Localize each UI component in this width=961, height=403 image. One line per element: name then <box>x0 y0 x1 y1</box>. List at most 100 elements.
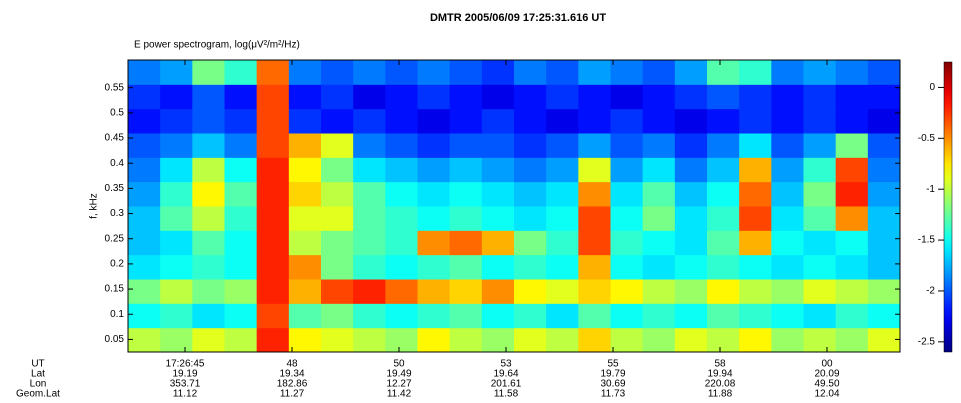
heat-cell <box>482 303 515 328</box>
heat-cell <box>482 84 515 109</box>
y-axis-label: f, kHz <box>89 193 100 219</box>
heat-cell <box>771 84 804 109</box>
heat-cell <box>450 328 483 353</box>
heat-cell <box>257 230 290 255</box>
heat-cell <box>385 255 418 280</box>
heat-cell <box>321 279 354 304</box>
heat-cell <box>321 133 354 158</box>
heat-cell <box>836 60 869 85</box>
heat-cell <box>739 303 772 328</box>
chart-title: DMTR 2005/06/09 17:25:31.616 UT <box>430 12 606 24</box>
heat-cell <box>771 206 804 231</box>
heat-cell <box>578 328 611 353</box>
y-tick-label: 0.55 <box>105 82 125 93</box>
heat-cell <box>450 230 483 255</box>
heat-cell <box>450 255 483 280</box>
heat-cell <box>611 206 644 231</box>
heat-cell <box>192 109 225 134</box>
heat-cell <box>385 60 418 85</box>
heat-cell <box>675 109 708 134</box>
colorbar-tick-label: -2.5 <box>918 336 936 347</box>
heat-cell <box>868 206 901 231</box>
heat-cell <box>578 60 611 85</box>
heat-cell <box>868 303 901 328</box>
heat-cell <box>739 255 772 280</box>
heat-cell <box>578 109 611 134</box>
heat-cell <box>289 255 322 280</box>
heat-cell <box>514 255 547 280</box>
heat-cell <box>578 255 611 280</box>
y-tick-label: 0.15 <box>105 284 125 295</box>
heat-cell <box>353 255 386 280</box>
y-tick-label: 0.1 <box>110 309 124 320</box>
heat-cell <box>514 279 547 304</box>
heat-cell <box>643 109 676 134</box>
heat-cell <box>160 255 193 280</box>
heat-cell <box>771 230 804 255</box>
heat-cell <box>257 328 290 353</box>
heat-cell <box>675 157 708 182</box>
heat-cell <box>836 255 869 280</box>
heat-cell <box>385 328 418 353</box>
heat-cell <box>804 328 837 353</box>
heat-cell <box>321 182 354 207</box>
y-tick-label: 0.2 <box>110 259 124 270</box>
heat-cell <box>160 303 193 328</box>
heat-cell <box>546 255 579 280</box>
heat-cell <box>739 182 772 207</box>
heat-cell <box>225 279 258 304</box>
heat-cell <box>160 206 193 231</box>
heat-cell <box>514 133 547 158</box>
heat-cell <box>353 328 386 353</box>
heat-cell <box>707 279 740 304</box>
heat-cell <box>578 230 611 255</box>
heat-cell <box>707 157 740 182</box>
colorbar-tick-label: -2 <box>926 286 935 297</box>
heat-cell <box>771 303 804 328</box>
heat-cell <box>385 157 418 182</box>
heat-cell <box>418 60 451 85</box>
heat-cell <box>739 133 772 158</box>
heat-cell <box>578 157 611 182</box>
heat-cell <box>771 328 804 353</box>
heat-cell <box>836 84 869 109</box>
heat-cell <box>257 157 290 182</box>
heat-cell <box>675 303 708 328</box>
heat-cell <box>225 230 258 255</box>
heat-cell <box>160 182 193 207</box>
heat-cell <box>289 230 322 255</box>
heat-cell <box>643 157 676 182</box>
heat-cell <box>739 157 772 182</box>
heat-cell <box>385 84 418 109</box>
heat-cell <box>611 133 644 158</box>
heat-cell <box>643 279 676 304</box>
heat-cell <box>192 60 225 85</box>
heat-cell <box>836 182 869 207</box>
heat-cell <box>225 303 258 328</box>
y-tick-label: 0.05 <box>105 334 125 345</box>
heat-cell <box>257 84 290 109</box>
heat-cell <box>739 328 772 353</box>
heat-cell <box>450 206 483 231</box>
heat-cell <box>868 182 901 207</box>
y-tick-label: 0.4 <box>110 158 124 169</box>
heat-cell <box>611 255 644 280</box>
heat-cell <box>546 60 579 85</box>
heat-cell <box>289 279 322 304</box>
heat-cell <box>578 84 611 109</box>
heat-cell <box>321 60 354 85</box>
heat-cell <box>546 206 579 231</box>
heat-cell <box>546 230 579 255</box>
heat-cell <box>450 303 483 328</box>
heat-cell <box>160 60 193 85</box>
heat-cell <box>128 255 161 280</box>
heat-cell <box>546 133 579 158</box>
heat-cell <box>707 255 740 280</box>
heat-cell <box>192 206 225 231</box>
heat-cell <box>257 60 290 85</box>
heat-cell <box>353 60 386 85</box>
chart-subtitle: E power spectrogram, log(μV²/m²/Hz) <box>134 40 300 51</box>
colorbar-tick-label: 0 <box>929 82 935 93</box>
heatmap <box>128 60 901 353</box>
heat-cell <box>836 328 869 353</box>
